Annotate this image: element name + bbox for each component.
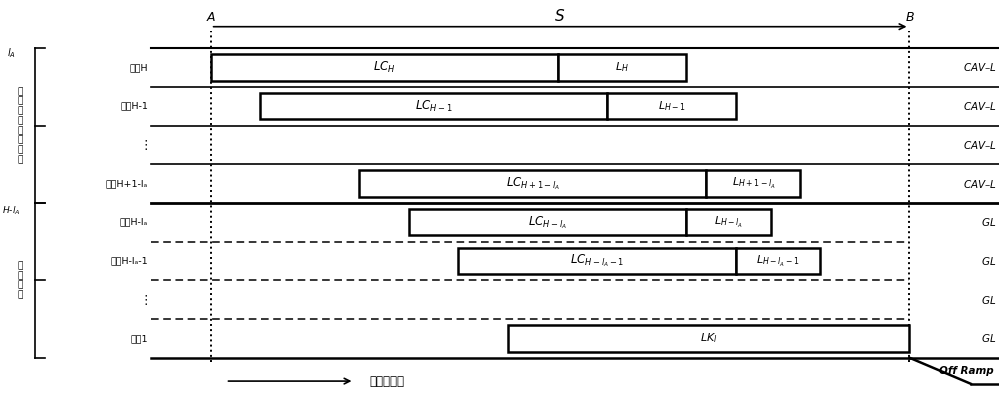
Text: $\vdots$: $\vdots$ <box>139 138 148 152</box>
FancyBboxPatch shape <box>558 54 686 81</box>
Text: $CAV$–$L$: $CAV$–$L$ <box>963 139 997 151</box>
Text: 车道H-1: 车道H-1 <box>120 102 148 111</box>
Text: $LC_{H}$: $LC_{H}$ <box>373 60 395 75</box>
Text: $CAV$–$L$: $CAV$–$L$ <box>963 178 997 190</box>
Text: $H$-$l_A$: $H$-$l_A$ <box>2 205 21 217</box>
FancyBboxPatch shape <box>706 170 800 197</box>
Text: $LC_{H+1-l_A}$: $LC_{H+1-l_A}$ <box>506 175 560 192</box>
Text: 车道1: 车道1 <box>131 334 148 343</box>
Text: 车道H-lₐ: 车道H-lₐ <box>120 218 148 227</box>
Text: $B$: $B$ <box>905 10 914 24</box>
Text: $GL$: $GL$ <box>981 294 997 306</box>
Text: $GL$: $GL$ <box>981 332 997 344</box>
FancyBboxPatch shape <box>686 209 771 236</box>
Text: $CAV$–$L$: $CAV$–$L$ <box>963 62 997 74</box>
Text: $GL$: $GL$ <box>981 255 997 267</box>
Text: $GL$: $GL$ <box>981 216 997 228</box>
Text: 通
用
车
道: 通 用 车 道 <box>18 261 23 299</box>
Text: $S$: $S$ <box>554 8 566 24</box>
Text: $LK_{l}$: $LK_{l}$ <box>700 332 718 345</box>
Text: 车道H+1-lₐ: 车道H+1-lₐ <box>106 179 148 188</box>
Text: 交通流方向: 交通流方向 <box>369 374 404 388</box>
Text: 自
动
驾
驶
专
用
车
道: 自 动 驾 驶 专 用 车 道 <box>18 87 23 164</box>
FancyBboxPatch shape <box>409 209 686 236</box>
Text: $CAV$–$L$: $CAV$–$L$ <box>963 100 997 112</box>
Text: $LC_{H-1}$: $LC_{H-1}$ <box>415 99 452 114</box>
Text: $LC_{H-l_A-1}$: $LC_{H-l_A-1}$ <box>570 253 624 269</box>
Text: $\vdots$: $\vdots$ <box>139 293 148 307</box>
Text: Off Ramp: Off Ramp <box>939 366 994 376</box>
FancyBboxPatch shape <box>260 93 607 119</box>
Text: 车道H: 车道H <box>130 63 148 72</box>
Text: $l_A$: $l_A$ <box>7 46 16 60</box>
FancyBboxPatch shape <box>458 248 736 274</box>
Text: $LC_{H-l_A}$: $LC_{H-l_A}$ <box>528 214 567 230</box>
FancyBboxPatch shape <box>508 325 909 352</box>
FancyBboxPatch shape <box>359 170 706 197</box>
Text: $A$: $A$ <box>206 10 216 24</box>
Text: $L_{H}$: $L_{H}$ <box>615 60 629 74</box>
Text: $L_{H-l_A-1}$: $L_{H-l_A-1}$ <box>756 254 800 268</box>
Text: 车道H-lₐ-1: 车道H-lₐ-1 <box>111 256 148 266</box>
Text: $L_{H+1-l_A}$: $L_{H+1-l_A}$ <box>732 176 775 191</box>
Text: $L_{H-1}$: $L_{H-1}$ <box>658 99 685 113</box>
FancyBboxPatch shape <box>211 54 558 81</box>
FancyBboxPatch shape <box>607 93 736 119</box>
FancyBboxPatch shape <box>736 248 820 274</box>
Text: $L_{H-l_A}$: $L_{H-l_A}$ <box>714 215 743 230</box>
